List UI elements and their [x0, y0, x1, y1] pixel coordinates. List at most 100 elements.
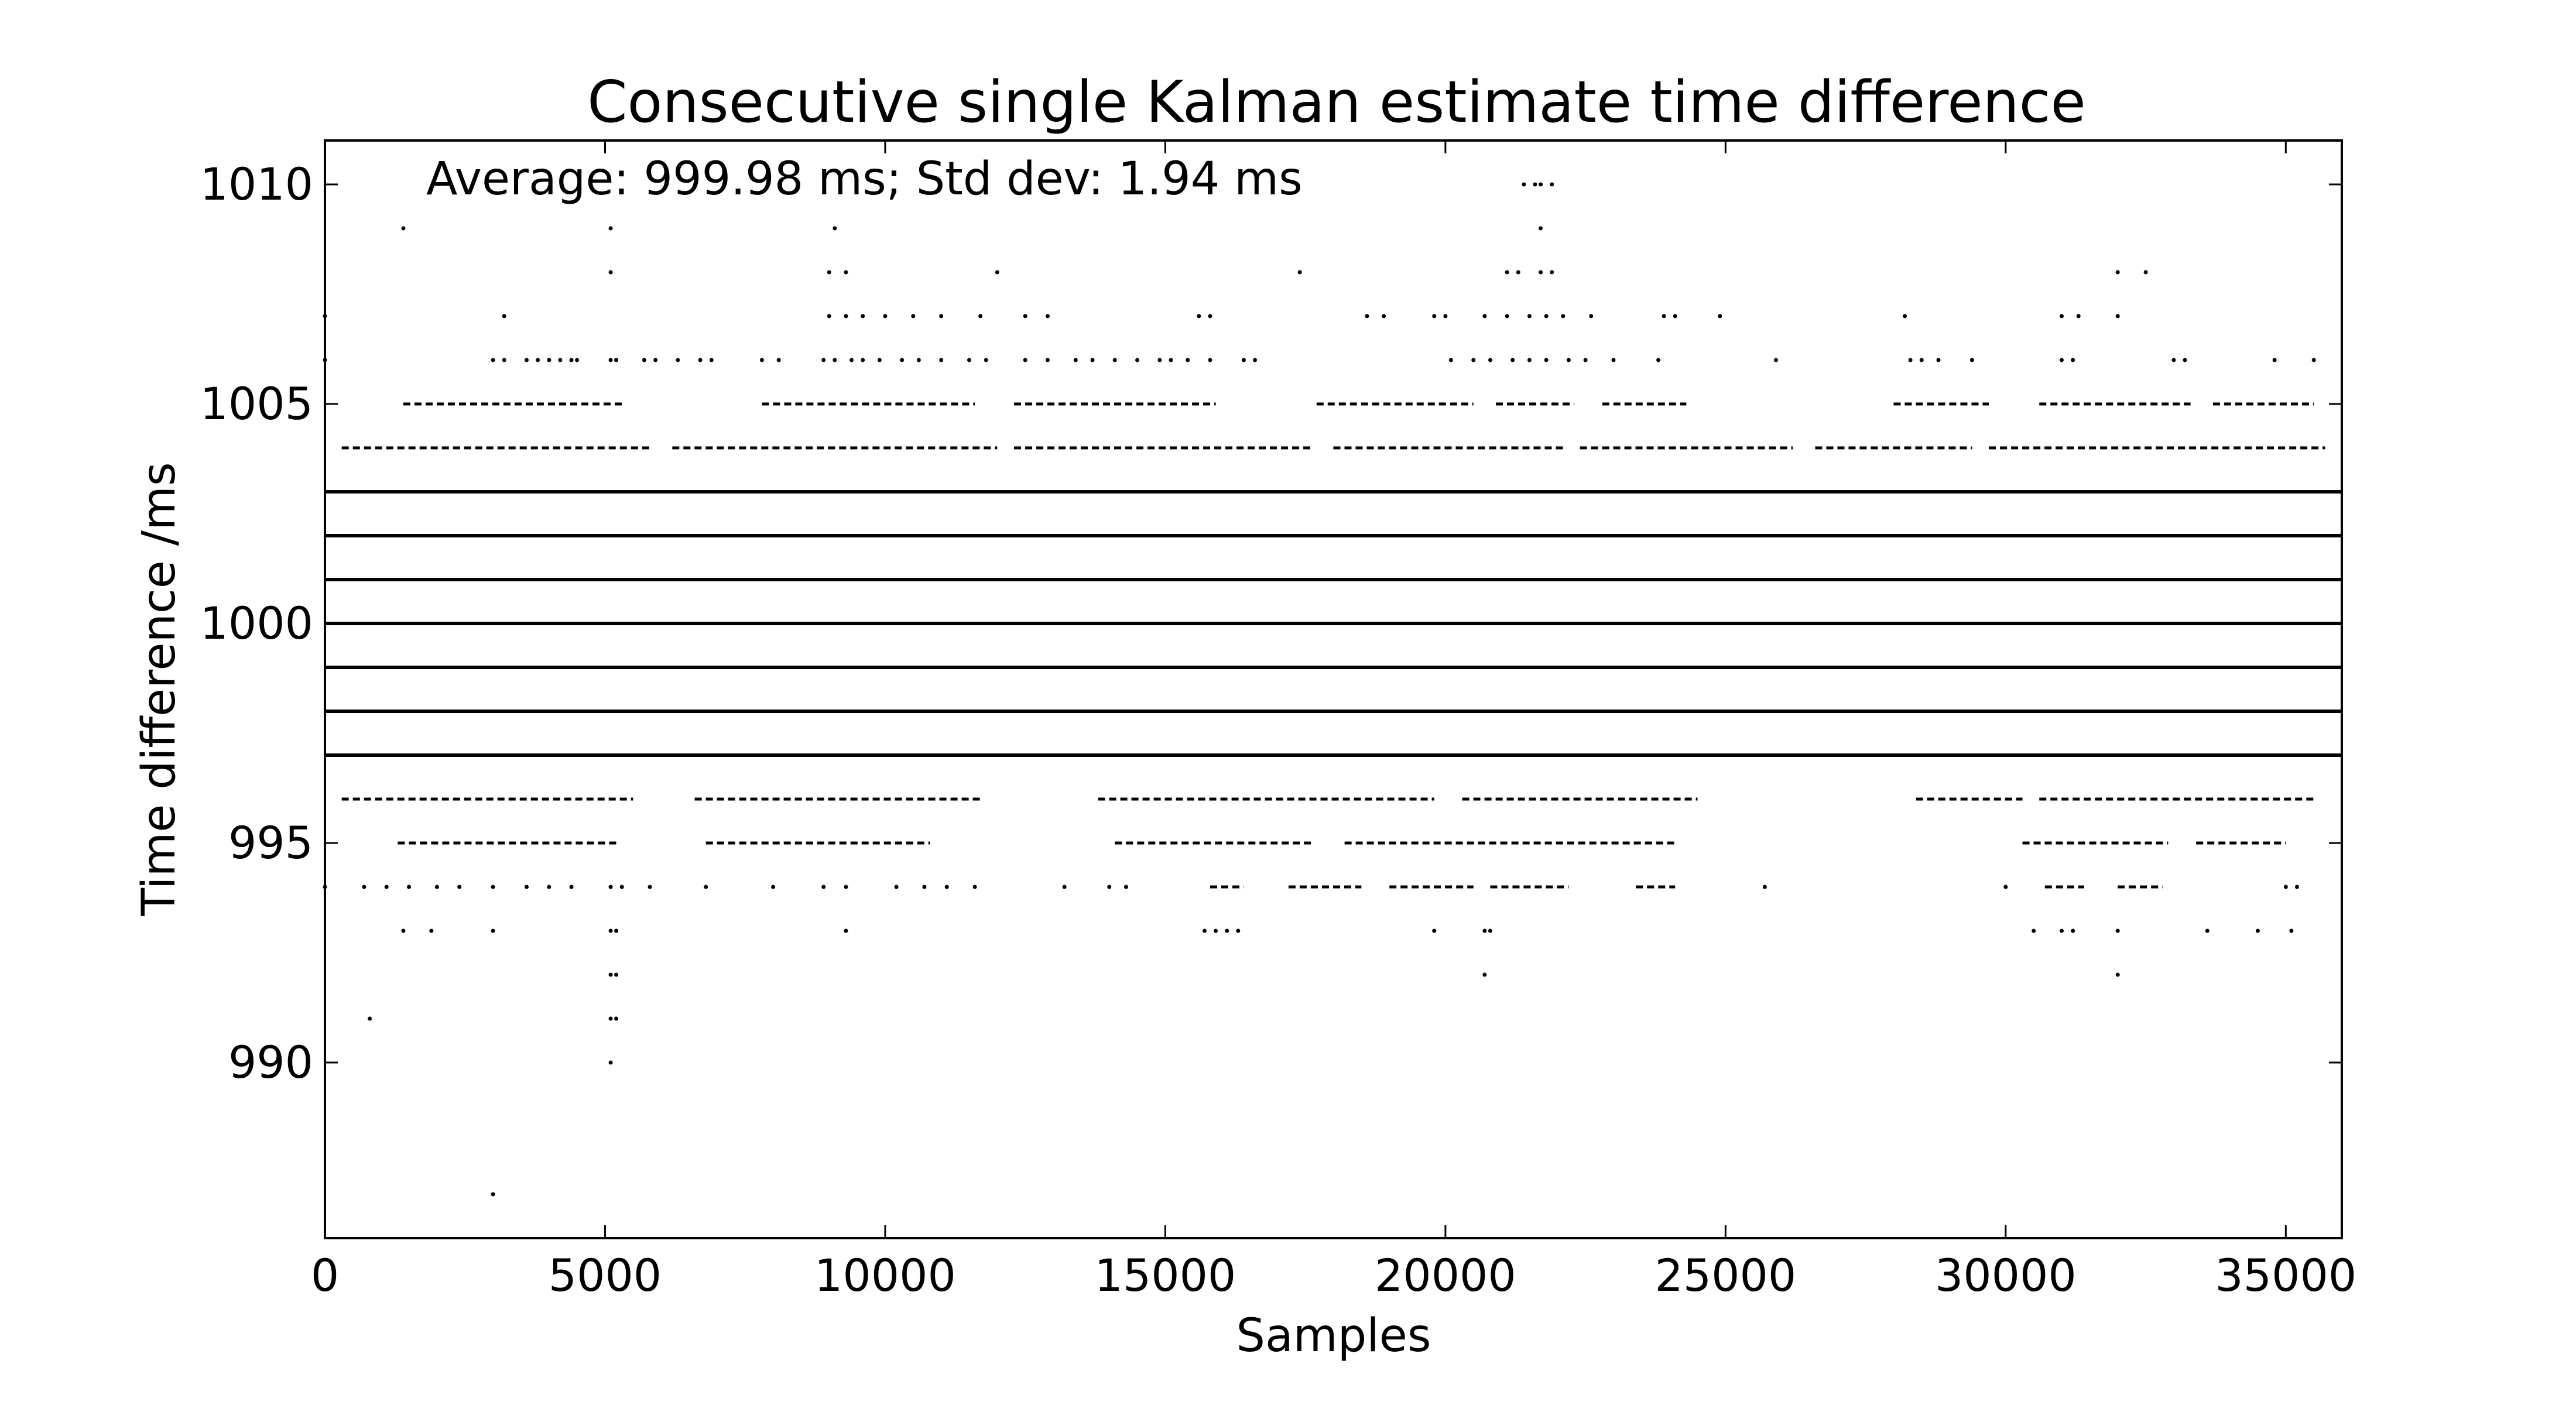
data-point [698, 358, 703, 362]
data-point [827, 314, 831, 318]
data-point [608, 358, 613, 362]
data-point [1488, 358, 1492, 362]
data-point [1969, 358, 1974, 362]
data-point [704, 885, 708, 889]
data-point [1527, 358, 1532, 362]
data-point [1539, 226, 1543, 231]
data-point [2255, 928, 2260, 933]
data-point [1107, 885, 1112, 889]
data-point [429, 928, 434, 933]
data-point [1611, 358, 1616, 362]
data-point [1566, 358, 1571, 362]
data-point [1023, 314, 1027, 318]
data-point [608, 226, 613, 231]
data-point [491, 885, 495, 889]
data-point [1656, 358, 1661, 362]
y-tick-label: 1005 [200, 378, 313, 430]
data-point [575, 358, 580, 362]
data-point [984, 358, 988, 362]
data-point [547, 358, 551, 362]
data-point [1505, 314, 1509, 318]
data-point [1208, 314, 1212, 318]
data-point [1544, 358, 1549, 362]
data-point [1023, 358, 1027, 362]
data-point [894, 885, 899, 889]
data-point [2205, 928, 2210, 933]
data-point [2060, 928, 2064, 933]
data-point [2143, 270, 2148, 275]
data-point [844, 928, 848, 933]
data-point [1482, 314, 1487, 318]
x-tick-label: 35000 [2215, 1249, 2356, 1301]
data-point [883, 314, 888, 318]
data-point [547, 885, 551, 889]
data-point [844, 270, 848, 275]
data-point [1561, 314, 1566, 318]
data-point [911, 314, 916, 318]
data-point [368, 1016, 372, 1021]
data-point [833, 226, 837, 231]
data-point [1432, 928, 1437, 933]
data-point [525, 358, 529, 362]
data-point [1544, 314, 1549, 318]
data-point [1936, 358, 1941, 362]
data-point [2294, 885, 2299, 889]
data-point [1589, 314, 1594, 318]
y-tick-label: 1000 [200, 597, 313, 649]
data-point [536, 358, 540, 362]
data-points [323, 182, 2342, 1197]
data-point [1516, 270, 1520, 275]
data-point [900, 358, 905, 362]
data-point [2115, 314, 2120, 318]
data-point [614, 358, 619, 362]
data-point [614, 972, 619, 977]
data-point [614, 928, 619, 933]
data-point [1073, 358, 1078, 362]
data-point [1225, 928, 1229, 933]
data-point [2003, 885, 2008, 889]
data-point [491, 358, 495, 362]
data-point [608, 885, 613, 889]
data-point [491, 1192, 495, 1197]
data-point [771, 885, 776, 889]
data-point [922, 885, 927, 889]
x-tick-label: 30000 [1935, 1249, 2077, 1301]
data-point [821, 885, 826, 889]
data-point [676, 358, 680, 362]
data-point [2115, 972, 2120, 977]
data-point [401, 226, 406, 231]
data-point [1365, 314, 1369, 318]
data-point [2283, 885, 2288, 889]
data-point [614, 1016, 619, 1021]
data-point [1539, 182, 1543, 187]
data-point [939, 358, 944, 362]
x-axis-label: Samples [1236, 1310, 1431, 1362]
x-tick-label: 0 [311, 1249, 339, 1301]
y-tick-label: 1010 [200, 158, 313, 210]
data-point [844, 314, 848, 318]
data-point [2311, 358, 2316, 362]
data-point [558, 358, 563, 362]
data-point [401, 928, 406, 933]
x-tick-label: 15000 [1095, 1249, 1236, 1301]
data-point [1241, 358, 1246, 362]
data-point [1583, 358, 1588, 362]
data-point [967, 358, 971, 362]
data-point [861, 358, 865, 362]
data-point [608, 928, 613, 933]
data-point [877, 358, 882, 362]
data-point [2071, 928, 2075, 933]
data-point [1443, 314, 1448, 318]
data-point [1550, 270, 1554, 275]
data-point [1432, 314, 1437, 318]
data-point [1253, 358, 1258, 362]
data-point [1505, 270, 1509, 275]
data-point [1123, 885, 1128, 889]
data-point [827, 270, 831, 275]
data-point [569, 358, 574, 362]
data-point [939, 314, 944, 318]
data-point [457, 885, 462, 889]
data-point [833, 358, 837, 362]
data-point [1773, 358, 1778, 362]
